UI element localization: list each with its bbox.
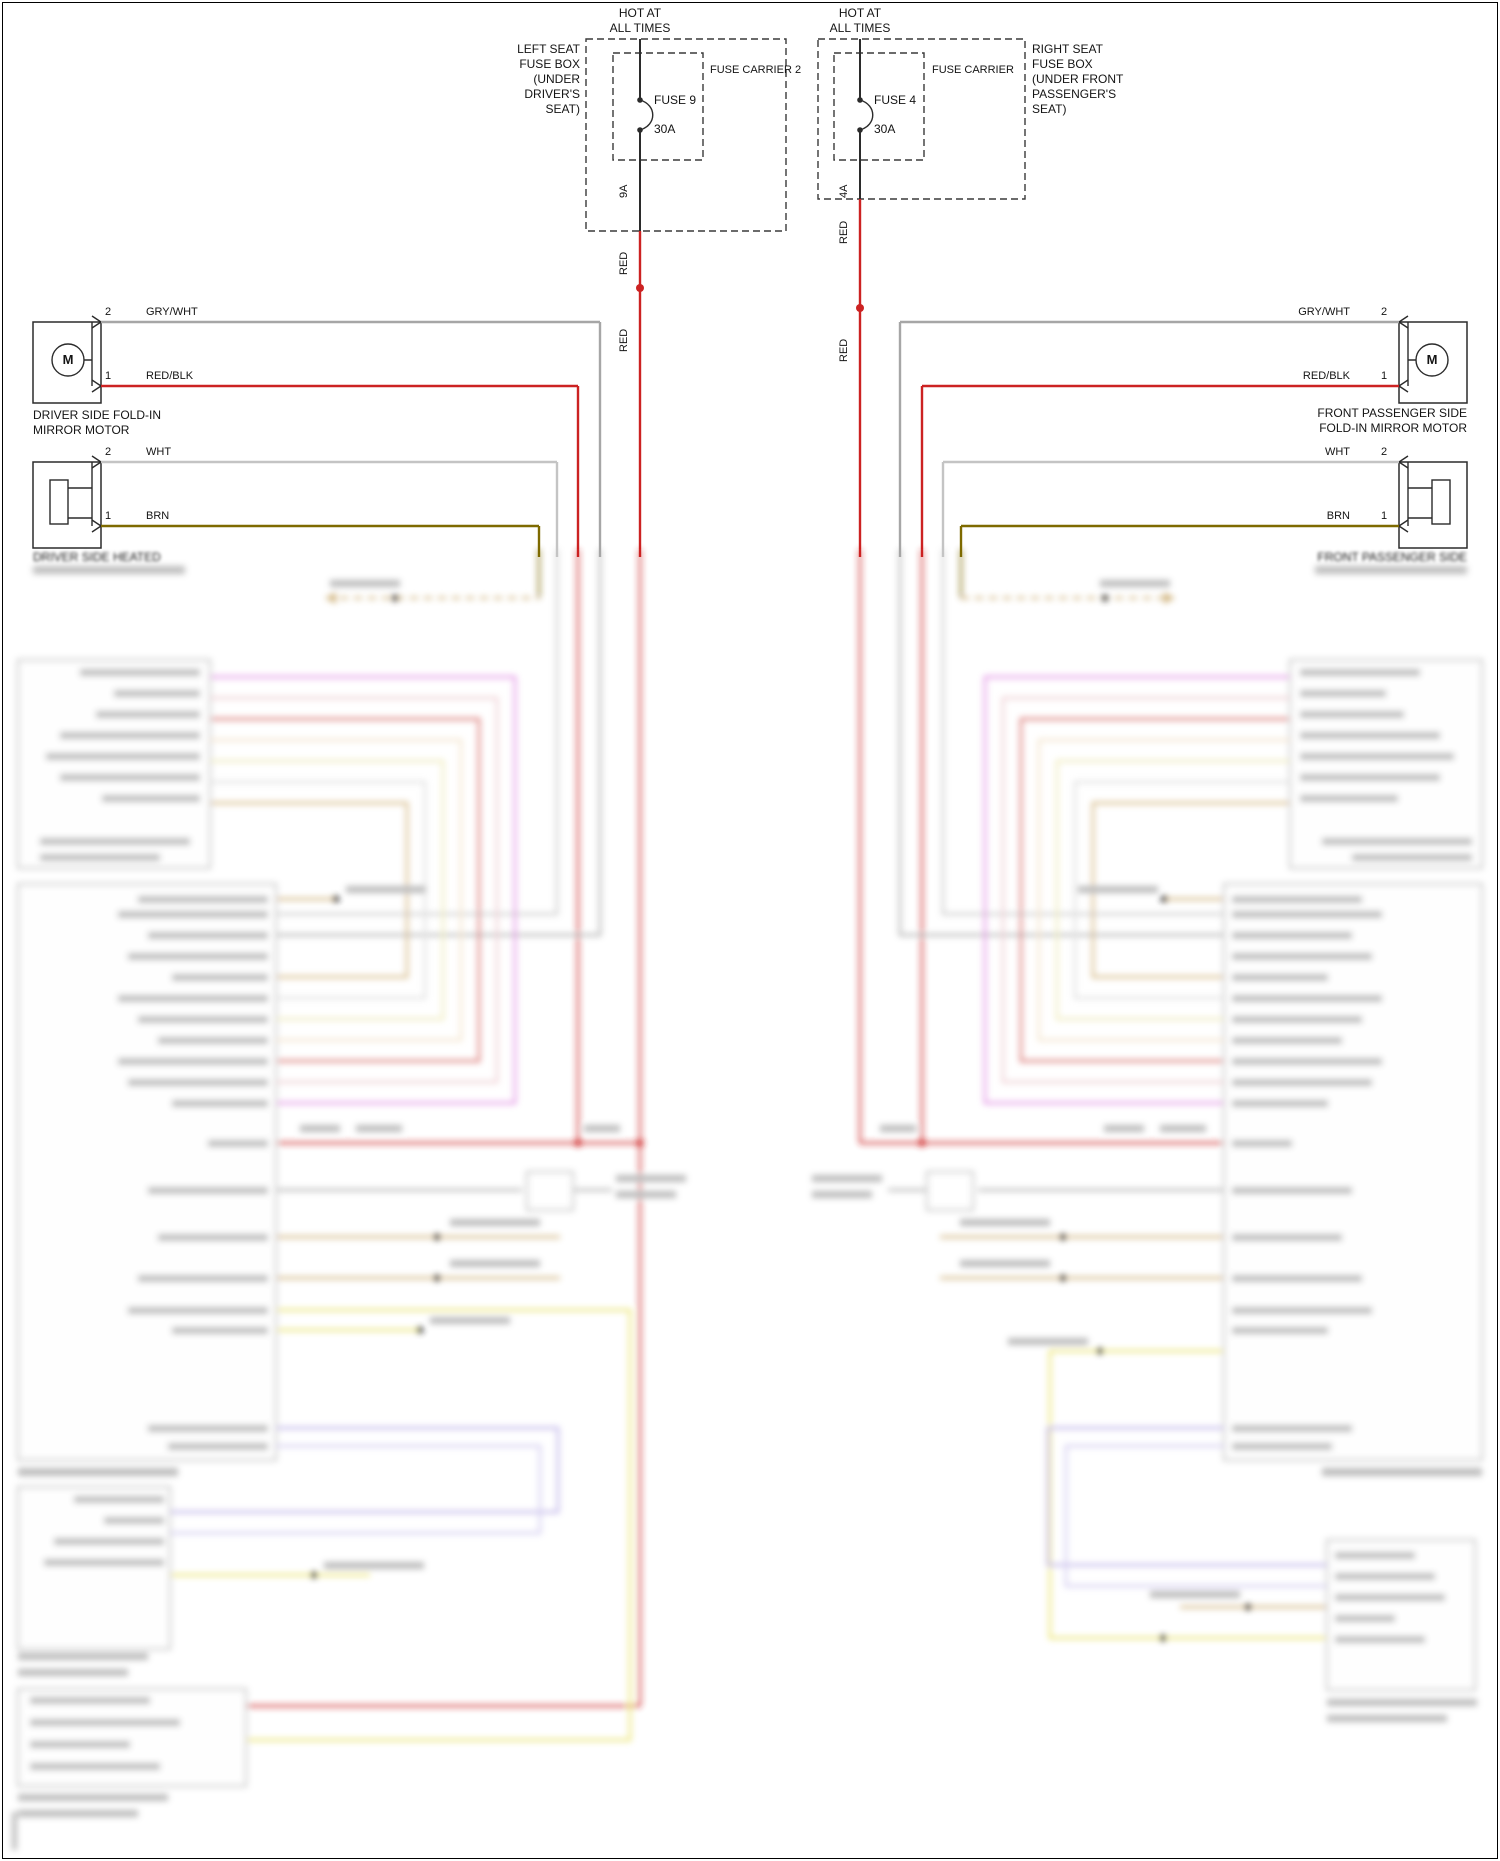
right-heater-wire-brn: BRN: [1326, 510, 1350, 522]
fuse-9-symbol: [639, 99, 654, 131]
wht-wire-right: [941, 460, 1399, 557]
fuse-carrier-label: FUSE CARRIER: [932, 64, 1014, 76]
brn-wire-left: [101, 524, 541, 557]
connector-pin-icon: [1398, 315, 1409, 393]
red-blk-wire-right: [920, 384, 1399, 557]
heater-element-icon: [1431, 479, 1451, 525]
fuse-4-rating: 30A: [874, 122, 896, 136]
fuse-carrier-2-label: FUSE CARRIER 2: [710, 64, 802, 76]
connector-pin-icon: [91, 455, 102, 533]
wire-color-red-right-2: RED: [838, 338, 850, 362]
right-motor-name: FRONT PASSENGER SIDE FOLD-IN MIRROR MOTO…: [1317, 406, 1467, 435]
right-heater-name: FRONT PASSENGER SIDE: [1317, 550, 1467, 564]
red-blk-wire-left: [101, 384, 580, 557]
circuit-id-4a: 4A: [838, 184, 850, 198]
fuse-4-symbol: [859, 99, 874, 131]
wire-color-red-left-1: RED: [618, 251, 630, 275]
fuse-4-label: FUSE 4: [874, 93, 917, 107]
left-heater-pin-1: 1: [105, 510, 112, 522]
connector-pin-icon: [1398, 455, 1409, 533]
left-heater-name: DRIVER SIDE HEATED: [33, 550, 161, 564]
blurred-lower-wiring-region: [12, 549, 1483, 1850]
heater-element-icon: [49, 479, 69, 525]
right-heater-wire-wht: WHT: [1324, 446, 1350, 458]
connector-pin-icon: [91, 315, 102, 393]
right-motor-pin-1: 1: [1381, 370, 1388, 382]
driver-heated-mirror-symbol: [32, 455, 102, 549]
left-seat-fuse-box: [585, 38, 787, 232]
left-heater-wire-wht: WHT: [146, 446, 172, 458]
left-motor-wire-red-blk: RED/BLK: [146, 370, 194, 382]
right-motor-wire-gry-wht: GRY/WHT: [1298, 306, 1350, 318]
gry-wht-wire-right: [898, 320, 1399, 557]
splice-dot-left: [636, 284, 644, 292]
left-heater-wire-brn: BRN: [146, 510, 170, 522]
splice-dot-right: [856, 304, 864, 312]
left-heater-pin-2: 2: [105, 446, 112, 458]
passenger-heated-mirror-symbol: [1398, 455, 1468, 549]
hot-at-all-times-left: HOT AT ALL TIMES: [609, 6, 671, 35]
right-seat-fuse-box: [817, 38, 1026, 200]
hot-at-all-times-right: HOT AT ALL TIMES: [829, 6, 891, 35]
motor-m-symbol-right: M: [1426, 352, 1438, 367]
fuse-9-label: FUSE 9: [654, 93, 697, 107]
left-motor-pin-2: 2: [105, 306, 112, 318]
circuit-id-9a: 9A: [618, 184, 630, 198]
motor-m-symbol-left: M: [62, 352, 74, 367]
gry-wht-wire-left: [101, 320, 602, 557]
passenger-fold-in-mirror-motor-symbol: [1398, 315, 1468, 404]
wht-wire-left: [101, 460, 559, 557]
wire-color-red-right-1: RED: [838, 220, 850, 244]
left-motor-pin-1: 1: [105, 370, 112, 382]
left-fuse-box-name: LEFT SEAT FUSE BOX (UNDER DRIVER'S SEAT): [517, 42, 580, 116]
driver-fold-in-mirror-motor-symbol: [32, 315, 102, 404]
right-motor-wire-red-blk: RED/BLK: [1302, 370, 1350, 382]
right-heater-pin-1: 1: [1381, 510, 1388, 522]
right-motor-pin-2: 2: [1381, 306, 1388, 318]
right-heater-pin-2: 2: [1381, 446, 1388, 458]
left-motor-name: DRIVER SIDE FOLD-IN MIRROR MOTOR: [33, 408, 162, 437]
left-motor-wire-gry-wht: GRY/WHT: [146, 306, 198, 318]
right-fuse-box-name: RIGHT SEAT FUSE BOX (UNDER FRONT PASSENG…: [1032, 42, 1124, 116]
wire-color-red-left-2: RED: [618, 328, 630, 352]
fuse-9-rating: 30A: [654, 122, 676, 136]
